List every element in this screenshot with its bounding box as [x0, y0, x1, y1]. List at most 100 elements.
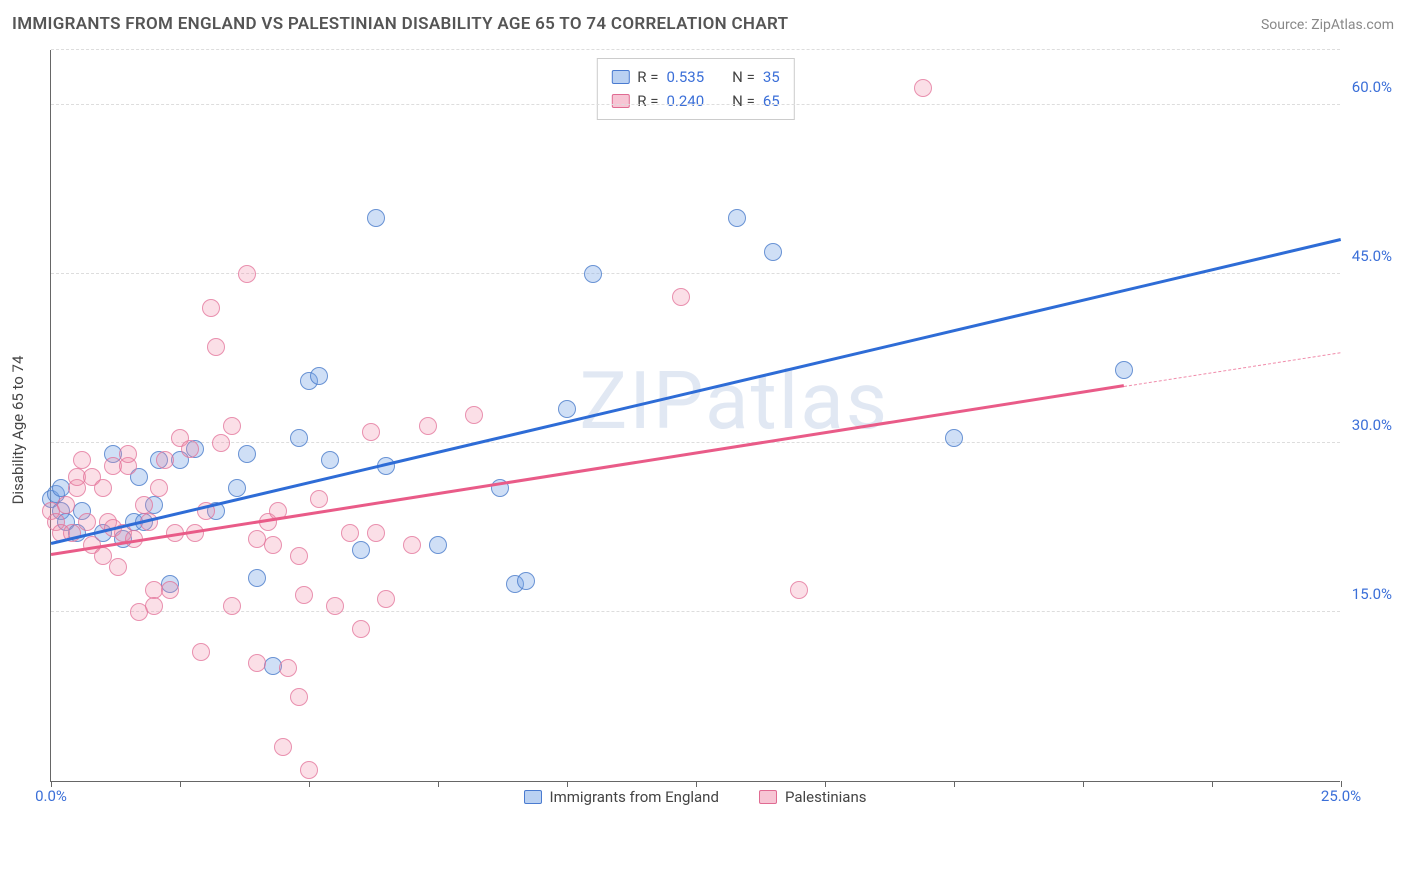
- data-point-palestinians: [290, 547, 308, 565]
- data-point-palestinians: [419, 417, 437, 435]
- data-point-england: [1115, 361, 1133, 379]
- data-point-palestinians: [192, 643, 210, 661]
- legend-label: Palestinians: [785, 788, 867, 806]
- data-point-palestinians: [790, 581, 808, 599]
- watermark-text: ZIPatlas: [579, 354, 889, 448]
- r-label: R =: [637, 89, 658, 113]
- data-point-england: [290, 429, 308, 447]
- legend-swatch: [759, 790, 777, 804]
- trendline-palestinians: [51, 384, 1125, 555]
- x-tick: [309, 781, 310, 787]
- data-point-palestinians: [279, 659, 297, 677]
- data-point-palestinians: [264, 536, 282, 554]
- data-point-england: [517, 572, 535, 590]
- x-tick: [180, 781, 181, 787]
- data-point-england: [945, 429, 963, 447]
- legend-label: Immigrants from England: [550, 788, 719, 806]
- y-tick-label: 60.0%: [1344, 78, 1392, 96]
- data-point-palestinians: [295, 586, 313, 604]
- correlation-chart: Disability Age 65 to 74 ZIPatlas R = 0.5…: [50, 50, 1390, 810]
- data-point-england: [764, 243, 782, 261]
- trendline-palestinians-extrapolated: [1124, 352, 1341, 387]
- data-point-palestinians: [341, 524, 359, 542]
- data-point-england: [238, 445, 256, 463]
- legend-swatch: [524, 790, 542, 804]
- x-tick: [825, 781, 826, 787]
- data-point-palestinians: [914, 79, 932, 97]
- data-point-palestinians: [181, 440, 199, 458]
- n-label: N =: [732, 65, 755, 89]
- y-tick-label: 15.0%: [1344, 585, 1392, 603]
- x-tick: [567, 781, 568, 787]
- data-point-palestinians: [238, 265, 256, 283]
- data-point-palestinians: [362, 423, 380, 441]
- data-point-england: [367, 209, 385, 227]
- data-point-palestinians: [145, 597, 163, 615]
- data-point-palestinians: [352, 620, 370, 638]
- series-legend: Immigrants from England Palestinians: [50, 788, 1340, 806]
- x-tick: [438, 781, 439, 787]
- data-point-palestinians: [223, 597, 241, 615]
- page-title: IMMIGRANTS FROM ENGLAND VS PALESTINIAN D…: [12, 14, 788, 34]
- gridline: [51, 104, 1340, 105]
- data-point-palestinians: [290, 688, 308, 706]
- data-point-england: [558, 400, 576, 418]
- data-point-palestinians: [94, 547, 112, 565]
- gridline: [51, 611, 1340, 612]
- data-point-palestinians: [465, 406, 483, 424]
- x-tick: [696, 781, 697, 787]
- data-point-palestinians: [672, 288, 690, 306]
- gridline: [51, 49, 1340, 50]
- data-point-palestinians: [367, 524, 385, 542]
- data-point-palestinians: [223, 417, 241, 435]
- r-value: 0.240: [666, 89, 704, 113]
- data-point-palestinians: [403, 536, 421, 554]
- y-tick-label: 45.0%: [1344, 247, 1392, 265]
- y-tick-label: 30.0%: [1344, 416, 1392, 434]
- n-value: 35: [763, 65, 780, 89]
- data-point-palestinians: [212, 434, 230, 452]
- n-value: 65: [763, 89, 780, 113]
- data-point-england: [228, 479, 246, 497]
- x-tick: [1083, 781, 1084, 787]
- data-point-palestinians: [156, 451, 174, 469]
- data-point-england: [248, 569, 266, 587]
- data-point-palestinians: [78, 513, 96, 531]
- legend-swatch: [611, 94, 629, 108]
- data-point-palestinians: [326, 597, 344, 615]
- source-attribution: Source: ZipAtlas.com: [1261, 17, 1394, 33]
- data-point-england: [429, 536, 447, 554]
- data-point-england: [310, 367, 328, 385]
- y-axis-label: Disability Age 65 to 74: [9, 356, 27, 505]
- data-point-england: [584, 265, 602, 283]
- data-point-england: [321, 451, 339, 469]
- x-tick: [954, 781, 955, 787]
- r-value: 0.535: [666, 65, 704, 89]
- legend-stat-row: R = 0.535 N = 35: [611, 65, 779, 89]
- data-point-palestinians: [161, 581, 179, 599]
- data-point-palestinians: [119, 445, 137, 463]
- data-point-palestinians: [207, 338, 225, 356]
- n-label: N =: [732, 89, 755, 113]
- data-point-england: [728, 209, 746, 227]
- trendline-england: [51, 238, 1342, 544]
- legend-swatch: [611, 70, 629, 84]
- r-label: R =: [637, 65, 658, 89]
- data-point-palestinians: [94, 479, 112, 497]
- data-point-palestinians: [310, 490, 328, 508]
- x-tick: [1212, 781, 1213, 787]
- legend-stat-row: R = 0.240 N = 65: [611, 89, 779, 113]
- data-point-palestinians: [377, 590, 395, 608]
- data-point-palestinians: [300, 761, 318, 779]
- data-point-england: [352, 541, 370, 559]
- data-point-palestinians: [135, 496, 153, 514]
- data-point-palestinians: [57, 496, 75, 514]
- data-point-palestinians: [202, 299, 220, 317]
- gridline: [51, 442, 1340, 443]
- data-point-palestinians: [109, 558, 127, 576]
- legend-item: Palestinians: [759, 788, 867, 806]
- legend-item: Immigrants from England: [524, 788, 719, 806]
- plot-area: ZIPatlas R = 0.535N = 35R = 0.240N = 65 …: [50, 50, 1340, 782]
- correlation-legend: R = 0.535 N = 35 R = 0.240 N = 65: [596, 58, 794, 120]
- data-point-palestinians: [73, 451, 91, 469]
